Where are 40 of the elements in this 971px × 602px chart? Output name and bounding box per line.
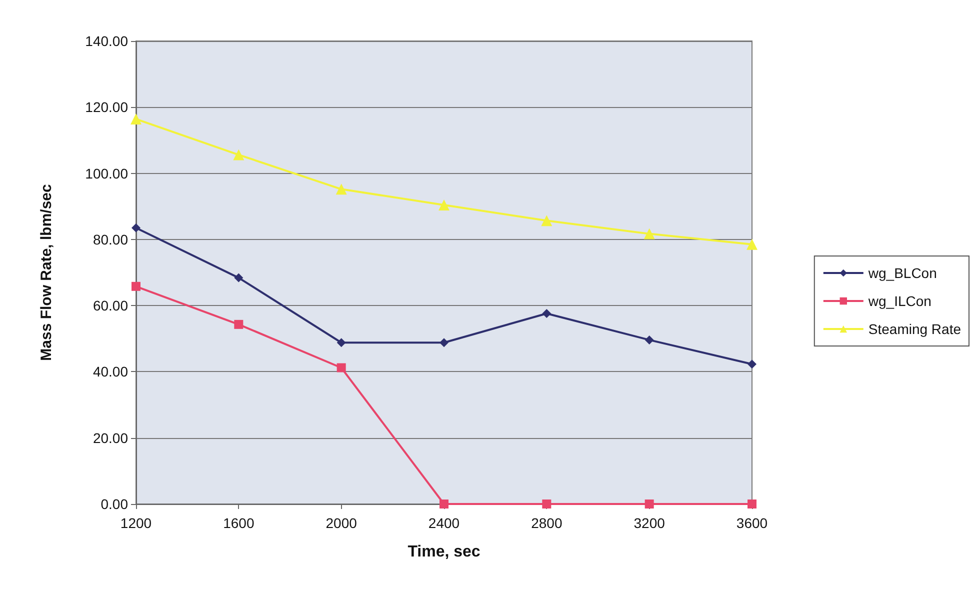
y-tick-label: 80.00	[92, 231, 128, 248]
point	[644, 500, 654, 508]
y-tick-label: 0.00	[100, 496, 128, 512]
x-tick-label: 1200	[120, 515, 152, 531]
legend-label: wg_BLCon	[867, 265, 937, 281]
point	[233, 149, 244, 160]
x-tick-label: 1600	[223, 515, 254, 531]
y-tick-label: 100.00	[85, 165, 128, 182]
point	[438, 200, 450, 211]
point	[644, 228, 655, 240]
x-tick-label: 2400	[428, 515, 460, 531]
point	[542, 500, 552, 508]
y-tick-label: 40.00	[92, 364, 128, 380]
point	[440, 500, 448, 508]
legend-label: wg_ILCon	[867, 293, 932, 309]
x-tick-label: 2800	[531, 515, 562, 531]
point	[644, 335, 654, 344]
y-axis-title: Mass Flow Rate, lbm/sec	[38, 184, 55, 361]
point	[336, 184, 347, 195]
y-tick-label: 20.00	[92, 430, 128, 446]
y-tick-label: 120.00	[85, 99, 128, 116]
point	[541, 215, 552, 226]
x-axis-title: Time, sec	[408, 544, 480, 560]
y-tick-label: 60.00	[92, 298, 128, 314]
point	[336, 338, 346, 348]
y-tick-label: 140.00	[85, 33, 128, 49]
point	[542, 309, 552, 318]
point	[336, 363, 346, 372]
point	[748, 360, 756, 369]
point	[234, 320, 244, 329]
point	[746, 238, 758, 250]
point	[234, 273, 244, 282]
legend-label: Steaming Rate	[868, 321, 962, 337]
point	[130, 114, 142, 125]
point	[132, 223, 140, 232]
point	[132, 282, 140, 291]
x-tick-label: 3200	[634, 515, 666, 531]
x-tick-label: 3600	[736, 515, 768, 531]
x-tick-label: 2000	[326, 515, 358, 531]
point	[440, 338, 448, 348]
